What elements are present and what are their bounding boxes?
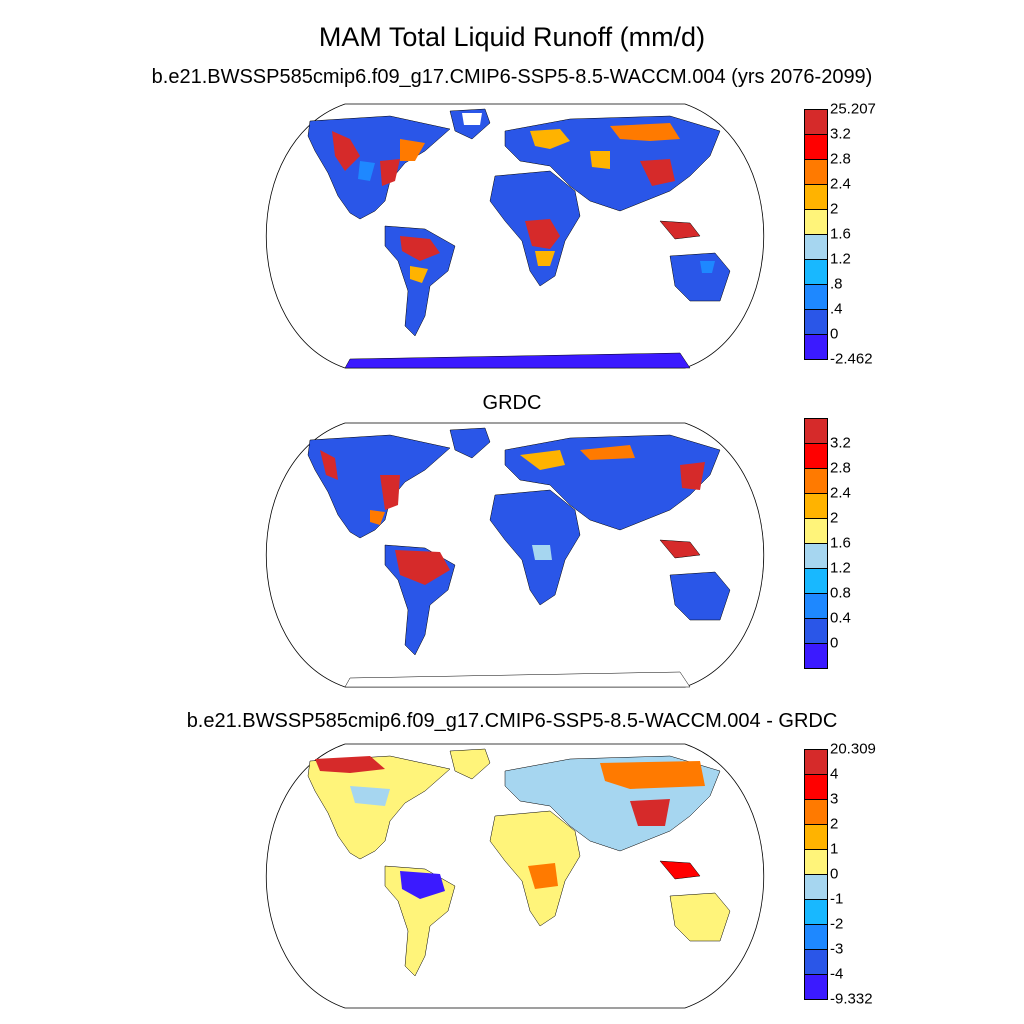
colorbar-tick-label: .4	[830, 300, 843, 318]
colorbar-box	[805, 209, 827, 234]
colorbar-tick-label: -1	[830, 890, 844, 908]
colorbar-box	[805, 493, 827, 518]
panel1-colorbar	[804, 109, 828, 360]
colorbar-tick-label: -4	[830, 965, 844, 983]
colorbar-box	[805, 568, 827, 593]
colorbar-box	[805, 468, 827, 493]
colorbar-box	[805, 874, 827, 899]
colorbar-box	[805, 643, 827, 668]
colorbar-tick-label: -3	[830, 940, 844, 958]
colorbar-box	[805, 849, 827, 874]
colorbar-tick-label: -2.462	[830, 350, 873, 368]
colorbar-box	[805, 949, 827, 974]
colorbar-tick-label: 3	[830, 790, 839, 808]
colorbar-box	[805, 618, 827, 643]
panel3-title: b.e21.BWSSP585cmip6.f09_g17.CMIP6-SSP5-8…	[186, 710, 838, 732]
colorbar-box	[805, 259, 827, 284]
colorbar-tick-label: 2	[830, 200, 839, 218]
colorbar-box	[805, 974, 827, 999]
colorbar-tick-label: 20.309	[830, 740, 876, 758]
colorbar-tick-label: .8	[830, 275, 843, 293]
grdc-runoff-map	[266, 422, 764, 688]
colorbar-tick-label: 0.4	[830, 609, 851, 627]
colorbar-box	[805, 518, 827, 543]
colorbar-tick-label: 1.6	[830, 225, 851, 243]
continents	[307, 108, 731, 369]
colorbar-tick-label: 3.2	[830, 125, 851, 143]
colorbar-tick-label: 1.2	[830, 250, 851, 268]
colorbar-box	[805, 593, 827, 618]
continents	[307, 427, 731, 688]
colorbar-box	[805, 184, 827, 209]
colorbar-box	[805, 899, 827, 924]
difference-map	[266, 743, 764, 1009]
colorbar-tick-label: 1.2	[830, 559, 851, 577]
colorbar-tick-label: 4	[830, 765, 839, 783]
colorbar-box	[805, 334, 827, 359]
colorbar-box	[805, 924, 827, 949]
colorbar-tick-label: 2.8	[830, 150, 851, 168]
colorbar-tick-label: 2.4	[830, 484, 851, 502]
colorbar-tick-label: 0	[830, 325, 839, 343]
colorbar-box	[805, 284, 827, 309]
colorbar-tick-label: 2	[830, 815, 839, 833]
colorbar-box	[805, 234, 827, 259]
colorbar-tick-label: 25.207	[830, 100, 876, 118]
colorbar-box	[805, 419, 827, 443]
panel1-title: b.e21.BWSSP585cmip6.f09_g17.CMIP6-SSP5-8…	[151, 66, 873, 88]
colorbar-tick-label: 3.2	[830, 434, 851, 452]
colorbar-tick-label: 1	[830, 840, 839, 858]
colorbar-tick-label: 2.4	[830, 175, 851, 193]
colorbar-box	[805, 799, 827, 824]
colorbar-box	[805, 159, 827, 184]
colorbar-tick-label: 2	[830, 509, 839, 527]
panel2-colorbar	[804, 418, 828, 669]
colorbar-box	[805, 309, 827, 334]
model-runoff-map	[266, 103, 764, 369]
continents	[307, 748, 731, 977]
colorbar-tick-label: 0.8	[830, 584, 851, 602]
colorbar-tick-label: 2.8	[830, 459, 851, 477]
colorbar-box	[805, 134, 827, 159]
figure-title: MAM Total Liquid Runoff (mm/d)	[318, 22, 706, 52]
colorbar-tick-label: 0	[830, 865, 839, 883]
colorbar-box	[805, 110, 827, 134]
colorbar-tick-label: -9.332	[830, 990, 873, 1008]
colorbar-box	[805, 824, 827, 849]
panel2-title: GRDC	[482, 392, 542, 414]
panel3-colorbar	[804, 749, 828, 1000]
colorbar-box	[805, 443, 827, 468]
colorbar-box	[805, 774, 827, 799]
colorbar-tick-label: 1.6	[830, 534, 851, 552]
colorbar-tick-label: -2	[830, 915, 844, 933]
colorbar-box	[805, 543, 827, 568]
colorbar-box	[805, 750, 827, 774]
colorbar-tick-label: 0	[830, 634, 839, 652]
